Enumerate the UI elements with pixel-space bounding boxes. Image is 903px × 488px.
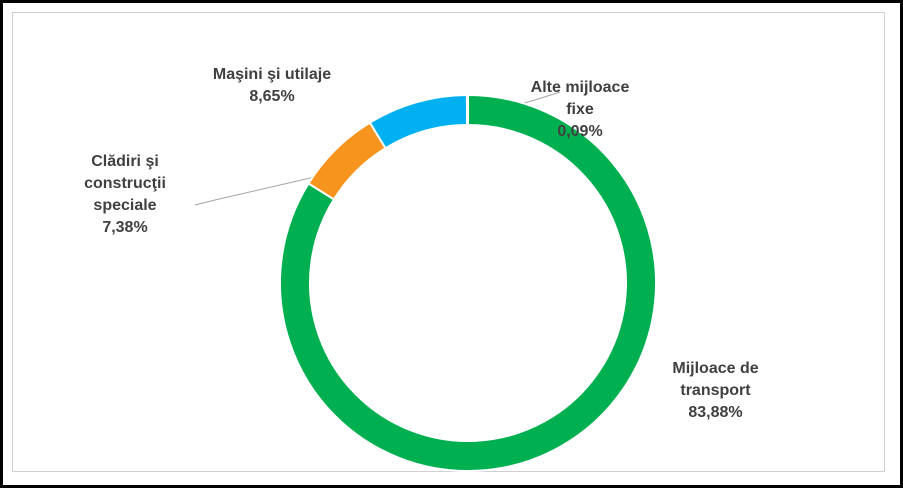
category-label: Clădiri şi construcţii speciale bbox=[84, 153, 166, 214]
data-label: Alte mijloace fixe 0,09% bbox=[525, 77, 635, 143]
leader-line bbox=[194, 169, 346, 206]
value-label: 8,65% bbox=[249, 88, 295, 105]
plot-area bbox=[12, 12, 885, 472]
value-label: 0,09% bbox=[557, 123, 603, 140]
category-label: Mijloace de transport bbox=[672, 360, 759, 399]
category-label: Alte mijloace fixe bbox=[530, 79, 630, 118]
donut-segment bbox=[465, 93, 469, 127]
value-label: 83,88% bbox=[688, 404, 743, 421]
value-label: 7,38% bbox=[102, 219, 148, 236]
donut-segment bbox=[279, 93, 657, 472]
data-label: Clădiri şi construcţii speciale 7,38% bbox=[75, 151, 175, 239]
category-label: Maşini şi utilaje bbox=[212, 66, 332, 83]
data-label: Maşini şi utilaje 8,65% bbox=[172, 64, 372, 108]
donut-segment bbox=[368, 93, 469, 150]
donut-segment bbox=[307, 121, 387, 201]
data-label: Mijloace de transport 83,88% bbox=[648, 358, 783, 424]
